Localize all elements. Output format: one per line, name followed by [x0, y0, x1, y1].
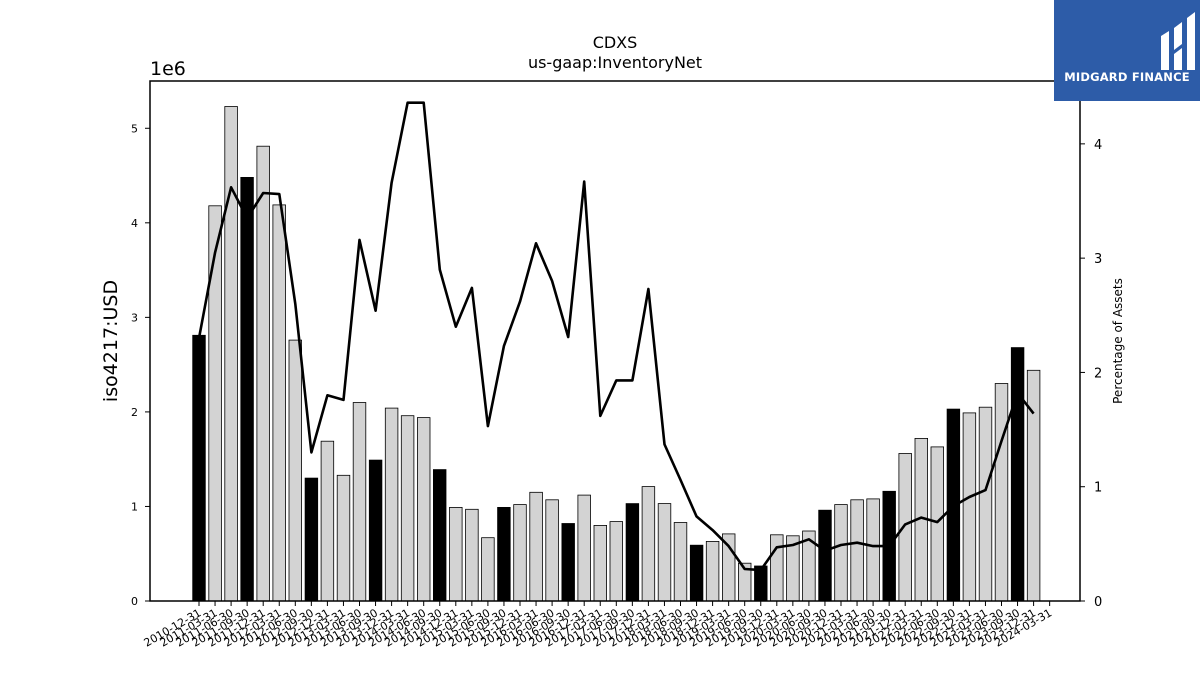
- line-series: [197, 101, 1035, 572]
- bar: [449, 506, 463, 602]
- y-tick-label: 3: [131, 311, 138, 324]
- y-axis: 0 1 2 3 4 5: [131, 122, 150, 608]
- bar: [320, 440, 335, 602]
- bar: [657, 503, 672, 602]
- bar: [352, 402, 367, 602]
- bar: [818, 509, 832, 602]
- x-axis: 2010-12-312011-03-312011-06-302011-09-30…: [142, 601, 1054, 650]
- bar: [850, 499, 864, 602]
- bar: [898, 453, 912, 602]
- y-tick-label: 1: [131, 500, 138, 513]
- y-tick-label: 5: [131, 122, 138, 135]
- bar: [208, 205, 222, 602]
- bar: [288, 339, 303, 602]
- bar: [577, 494, 591, 602]
- bar: [384, 407, 399, 602]
- bar: [722, 533, 736, 602]
- bar: [625, 503, 640, 602]
- bar: [978, 406, 993, 602]
- bar: [673, 522, 688, 602]
- bar: [400, 415, 415, 602]
- bar: [368, 459, 383, 602]
- bar: [593, 525, 608, 602]
- bar: [513, 504, 527, 602]
- y2-tick-label: 3: [1094, 252, 1102, 267]
- bar: [834, 504, 848, 602]
- bar: [192, 334, 206, 602]
- chart-title: CDXS: [593, 33, 638, 52]
- bar: [689, 544, 704, 602]
- bar-series: [192, 106, 1041, 602]
- y-tick-label: 0: [131, 595, 138, 608]
- bar: [641, 486, 656, 602]
- bar: [272, 204, 286, 602]
- bar: [529, 491, 543, 602]
- bar: [705, 541, 720, 602]
- y2-axis-label: Percentage of Assets: [1111, 278, 1125, 404]
- brand-logo: MIDGARD FINANCE: [1054, 0, 1200, 101]
- brand-name: MIDGARD FINANCE: [1064, 70, 1190, 84]
- bar: [416, 417, 431, 602]
- bar: [497, 506, 511, 602]
- bar: [336, 474, 351, 602]
- y2-axis: 0 1 2 3 4: [1080, 138, 1102, 610]
- bar: [1026, 369, 1041, 602]
- y2-tick-label: 4: [1094, 138, 1102, 153]
- bar: [432, 469, 447, 602]
- bar: [465, 508, 479, 602]
- plot-frame: [149, 80, 1081, 602]
- bar: [240, 176, 254, 602]
- y-tick-label: 2: [131, 406, 138, 419]
- y2-tick-label: 2: [1094, 366, 1102, 381]
- y-axis-label: iso4217:USD: [100, 280, 122, 402]
- bar: [1010, 347, 1025, 602]
- y-tick-label: 4: [131, 217, 138, 230]
- bar: [304, 477, 319, 602]
- y-offset-label: 1e6: [150, 58, 186, 80]
- bar: [481, 537, 495, 602]
- percentage-line: [197, 101, 1035, 572]
- bar: [224, 106, 238, 602]
- bar: [930, 446, 945, 602]
- y2-tick-label: 1: [1094, 481, 1102, 496]
- bar: [962, 412, 977, 602]
- bar: [994, 383, 1009, 602]
- bar: [561, 523, 575, 602]
- chart-subtitle: us-gaap:InventoryNet: [528, 53, 702, 72]
- bar: [545, 499, 559, 602]
- bar: [770, 534, 784, 602]
- y2-tick-label: 0: [1094, 595, 1102, 610]
- bar: [866, 498, 880, 602]
- midgard-m-logo-icon: [1161, 12, 1195, 70]
- bar: [609, 521, 624, 602]
- bar: [256, 145, 270, 602]
